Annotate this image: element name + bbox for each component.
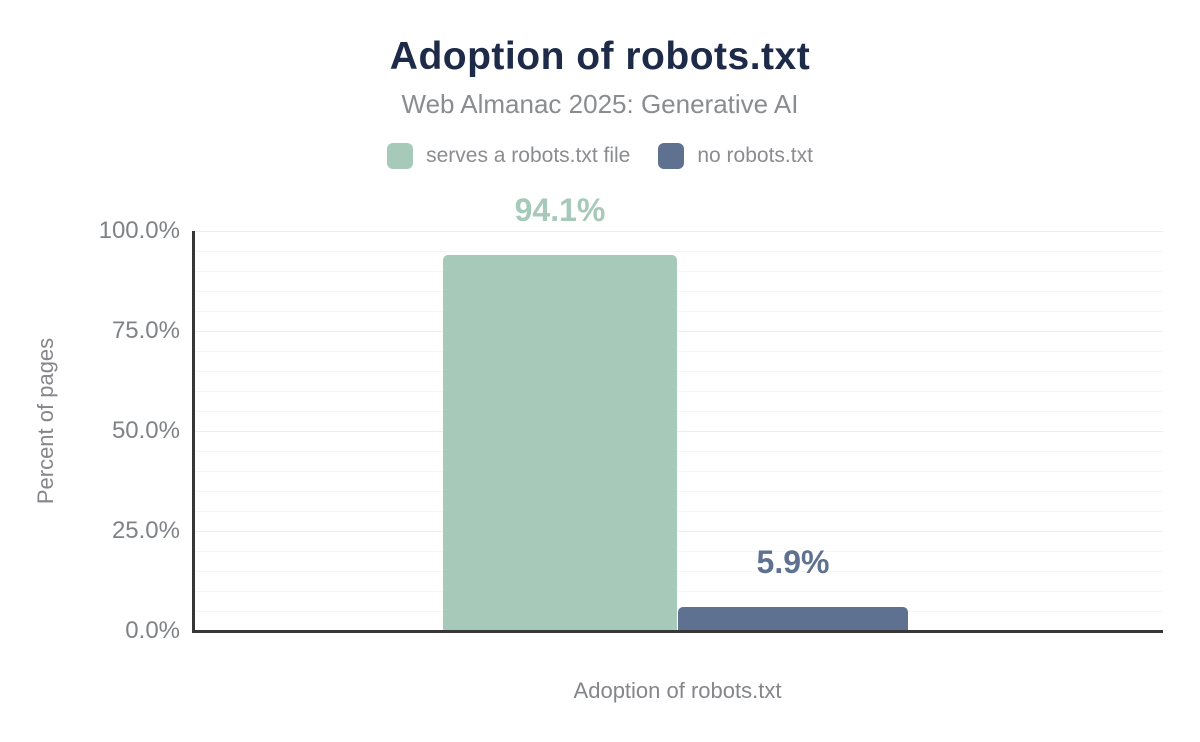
gridline (192, 531, 1163, 532)
x-axis-title: Adoption of robots.txt (573, 678, 782, 703)
legend-item-serves-robots[interactable]: serves a robots.txt file (387, 143, 630, 169)
y-axis-line (192, 231, 195, 631)
chart-title: Adoption of robots.txt (389, 35, 811, 78)
gridline (192, 411, 1163, 412)
gridline (192, 251, 1163, 252)
gridline (192, 331, 1163, 332)
gridline (192, 511, 1163, 512)
legend-swatch-serves-icon (387, 143, 414, 169)
gridline (192, 551, 1163, 552)
gridline (192, 371, 1163, 372)
gridline (192, 231, 1163, 232)
legend-item-no-robots[interactable]: no robots.txt (658, 143, 813, 169)
bar-serves-robots[interactable] (443, 255, 677, 631)
y-tick-label-100: 100.0% (98, 217, 180, 244)
x-axis-line (192, 630, 1163, 633)
plot-area (192, 231, 1163, 633)
gridline (192, 451, 1163, 452)
gridline (192, 311, 1163, 312)
gridline (192, 391, 1163, 392)
gridline (192, 471, 1163, 472)
bar-no-robots[interactable] (678, 607, 908, 631)
gridline (192, 431, 1163, 432)
y-tick-label-0: 0.0% (125, 617, 180, 644)
legend: serves a robots.txt file no robots.txt (0, 143, 1200, 169)
gridline (192, 491, 1163, 492)
chart-subtitle: Web Almanac 2025: Generative AI (401, 89, 799, 119)
y-tick-label-75: 75.0% (111, 317, 180, 344)
gridline (192, 351, 1163, 352)
gridline (192, 291, 1163, 292)
legend-label-no-robots: no robots.txt (697, 144, 813, 167)
legend-swatch-no-robots-icon (658, 143, 685, 169)
gridline (192, 591, 1163, 592)
legend-label-serves: serves a robots.txt file (426, 144, 631, 167)
value-label-serves: 94.1% (514, 192, 606, 228)
value-label-no-robots: 5.9% (756, 544, 830, 580)
y-tick-label-25: 25.0% (111, 517, 180, 544)
y-tick-label-50: 50.0% (111, 417, 180, 444)
gridline (192, 271, 1163, 272)
gridline (192, 571, 1163, 572)
gridline (192, 611, 1163, 612)
